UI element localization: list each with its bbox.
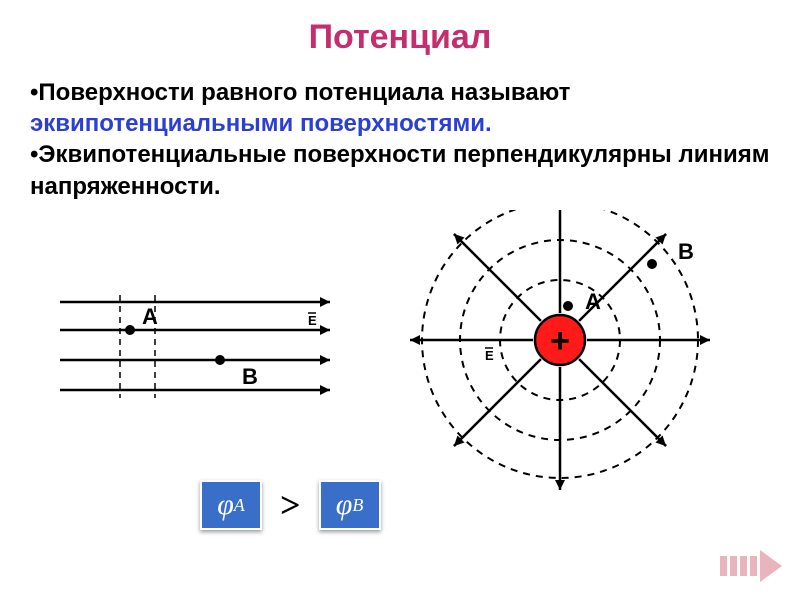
svg-text:А: А	[142, 304, 158, 329]
diagram-area: АВЕ +АВЕ φA > φB	[0, 250, 800, 550]
next-arrow-icon	[720, 550, 782, 582]
text-normal-1: Поверхности равного потенциала называют	[38, 79, 570, 106]
next-arrow-button[interactable]	[720, 550, 782, 582]
phi-b-symbol: φ	[336, 488, 353, 522]
page-title: Потенциал	[0, 0, 800, 57]
body-text: •Поверхности равного потенциала называют…	[0, 57, 800, 202]
phi-a-symbol: φ	[217, 488, 234, 522]
formula-row: φA > φB	[200, 480, 381, 530]
text-highlight: эквипотенциальными поверхностями.	[30, 110, 492, 137]
svg-text:+: +	[550, 322, 570, 360]
radial-field-svg: + А В Е	[400, 210, 730, 490]
radial-field-diagram: + А В Е	[400, 210, 730, 490]
svg-text:А: А	[585, 289, 601, 314]
svg-text:Е: Е	[485, 348, 494, 363]
phi-b-sub: B	[352, 495, 363, 516]
phi-a-sub: A	[234, 495, 245, 516]
svg-text:Е: Е	[308, 313, 317, 328]
greater-than-sign: >	[280, 484, 301, 526]
svg-text:В: В	[678, 239, 694, 264]
svg-text:В: В	[242, 364, 258, 389]
text-normal-2: Эквипотенциальные поверхности перпендику…	[30, 141, 769, 199]
uniform-field-svg: А В Е	[50, 290, 340, 405]
phi-b-box: φB	[319, 480, 381, 530]
phi-a-box: φA	[200, 480, 262, 530]
uniform-field-diagram: А В Е	[50, 290, 340, 400]
